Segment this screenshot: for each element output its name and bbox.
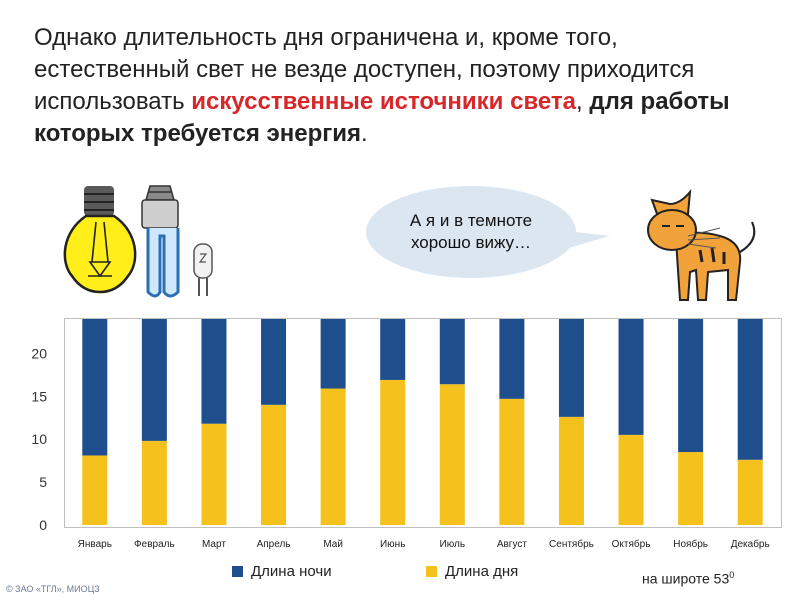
illustration xyxy=(63,185,756,301)
energy-saving-bulb-icon xyxy=(141,185,180,298)
bar-night-9 xyxy=(618,319,644,435)
y-tick-label: 0 xyxy=(39,517,47,533)
x-tick-label: Июль xyxy=(440,539,466,550)
y-tick-label: 15 xyxy=(31,388,47,404)
copyright: © ЗАО «ТГЛ», МИОЦЗ xyxy=(6,584,100,594)
x-tick-label: Ноябрь xyxy=(673,538,708,550)
bar-night-7 xyxy=(499,319,525,399)
latitude-note-degree: 0 xyxy=(729,570,735,580)
legend-night-swatch xyxy=(232,566,243,577)
bar-day-4 xyxy=(320,388,346,525)
y-tick-label: 20 xyxy=(31,345,47,361)
chart-frame xyxy=(64,318,782,528)
bar-day-7 xyxy=(499,398,525,525)
x-tick-label: Сентябрь xyxy=(549,538,594,550)
bar-night-2 xyxy=(201,319,227,424)
bar-night-5 xyxy=(380,319,406,380)
legend-day-label: Длина дня xyxy=(445,563,519,580)
bar-day-2 xyxy=(201,423,227,525)
x-tick-label: Октябрь xyxy=(612,538,651,550)
x-tick-label: Март xyxy=(202,539,226,550)
bold-text: для работы которых требуется энергия xyxy=(34,88,730,147)
speech-bubble: А я и в темноте хорошо вижу… xyxy=(366,186,576,278)
y-tick-label: 5 xyxy=(39,474,47,490)
x-tick-label: Декабрь xyxy=(731,538,770,550)
legend-day-swatch xyxy=(426,566,437,577)
cat-icon xyxy=(647,188,756,301)
bar-night-0 xyxy=(82,319,108,456)
legend-night-label: Длина ночи xyxy=(251,563,332,580)
bar-day-5 xyxy=(380,379,406,525)
bar-day-0 xyxy=(82,455,108,525)
x-tick-label: Январь xyxy=(78,539,112,550)
halogen-capsule-icon xyxy=(193,243,213,296)
x-tick-label: Апрель xyxy=(257,539,291,550)
latitude-note: на широте 530 xyxy=(642,570,734,587)
bar-day-6 xyxy=(439,384,465,525)
day-length-chart: 0 5 10 15 20 Январь Февраль Март Апрель Май Июнь Ию… xyxy=(31,319,770,550)
incandescent-bulb-icon xyxy=(63,186,137,294)
bar-night-8 xyxy=(558,319,584,417)
x-tick-label: Февраль xyxy=(134,539,175,550)
bar-day-9 xyxy=(618,434,644,525)
bar-night-10 xyxy=(678,319,704,453)
x-tick-label: Июнь xyxy=(380,539,405,550)
intro-paragraph: Однако длительность дня ограничена и, кр… xyxy=(34,22,774,150)
bar-night-1 xyxy=(141,319,167,441)
legend-day: Длина дня xyxy=(426,563,518,580)
legend-night: Длина ночи xyxy=(232,563,332,580)
x-tick-label: Май xyxy=(323,539,343,550)
bar-night-11 xyxy=(737,319,763,460)
highlight-text: искусственные источники света xyxy=(191,88,577,115)
bar-day-3 xyxy=(261,404,287,525)
speech-line-2: хорошо вижу… xyxy=(410,233,532,252)
x-tick-label: Август xyxy=(497,539,528,550)
bar-day-1 xyxy=(141,440,167,525)
bar-day-8 xyxy=(558,416,584,525)
comma-text: , xyxy=(576,88,590,115)
bar-night-6 xyxy=(439,319,465,385)
bar-day-11 xyxy=(737,459,763,525)
latitude-note-text: на широте 53 xyxy=(642,570,730,587)
speech-line-1: А я и в темноте xyxy=(409,211,533,230)
y-tick-label: 10 xyxy=(31,431,47,447)
period-text: . xyxy=(361,120,368,147)
bar-night-4 xyxy=(320,319,346,389)
intro-text: Однако длительность дня ограничена и, кр… xyxy=(34,24,695,115)
bar-day-10 xyxy=(678,452,704,525)
bar-night-3 xyxy=(261,319,287,405)
